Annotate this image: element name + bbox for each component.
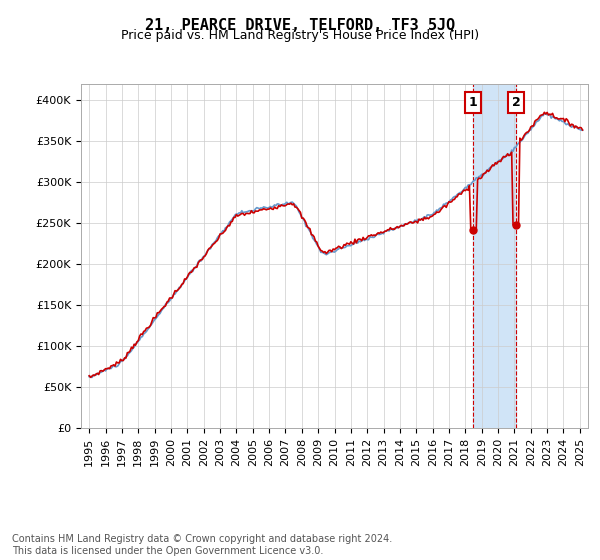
Text: 1: 1 bbox=[469, 96, 477, 109]
Text: Price paid vs. HM Land Registry's House Price Index (HPI): Price paid vs. HM Land Registry's House … bbox=[121, 29, 479, 42]
Text: 2: 2 bbox=[512, 96, 521, 109]
Bar bbox=[473, 84, 517, 428]
Text: 21, PEARCE DRIVE, TELFORD, TF3 5JQ: 21, PEARCE DRIVE, TELFORD, TF3 5JQ bbox=[145, 18, 455, 33]
Text: Contains HM Land Registry data © Crown copyright and database right 2024.
This d: Contains HM Land Registry data © Crown c… bbox=[12, 534, 392, 556]
